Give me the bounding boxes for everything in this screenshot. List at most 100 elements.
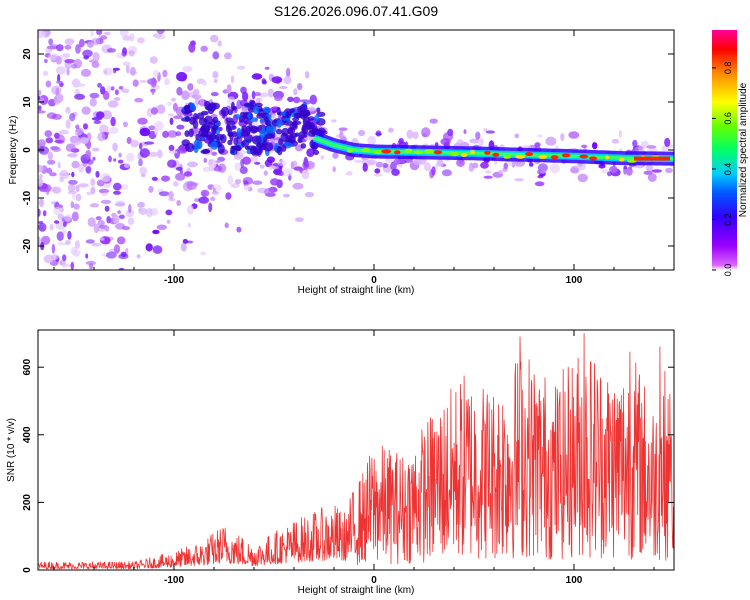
spectrogram-noise-blob	[571, 168, 579, 174]
spectrogram-band-blob	[185, 116, 190, 122]
spectrogram-noise-blob	[528, 162, 534, 167]
spectrogram-noise-blob	[353, 159, 364, 163]
spectrogram-noise-blob	[56, 80, 63, 84]
spectrogram-noise-blob	[65, 143, 76, 152]
spectrogram-noise-blob	[251, 90, 256, 100]
spectrogram-noise-blob	[70, 261, 75, 270]
spectrogram-noise-blob	[664, 137, 671, 147]
spectrogram-noise-blob	[51, 146, 62, 153]
spectrogram-noise-blob	[52, 186, 62, 194]
spectrogram-noise-blob	[180, 242, 187, 252]
spectrogram-noise-blob	[227, 175, 234, 185]
spectrogram-noise-blob	[114, 89, 119, 96]
spectrogram-band-blob	[278, 138, 284, 146]
spectrogram-noise-blob	[54, 220, 60, 224]
spectrogram-noise-blob	[46, 45, 58, 50]
spectrogram-noise-blob	[226, 84, 232, 94]
spectrogram-noise-blob	[146, 107, 153, 118]
spectrogram-ylabel: Frequency (Hz)	[8, 116, 19, 185]
spectrogram-band-blob	[238, 116, 245, 123]
spectrogram-ridge-peak	[525, 152, 534, 156]
spectrogram-band-blob	[292, 121, 298, 127]
spectrogram-noise-blob	[173, 115, 184, 120]
spectrogram-noise-blob	[238, 149, 246, 155]
spectrogram-noise-blob	[268, 165, 274, 170]
spectrogram-band-blob	[299, 103, 308, 113]
spectrogram-noise-blob	[57, 73, 61, 83]
spectrogram-ridge-peak	[550, 155, 559, 160]
spectrogram-ridge-peak	[618, 157, 625, 162]
spectrogram-noise-blob	[45, 137, 54, 144]
spectrogram-band-blob	[255, 102, 263, 108]
spectrogram-noise-blob	[165, 209, 173, 216]
spectrogram-ridge-peak	[373, 150, 383, 155]
spectrogram-noise-blob	[382, 162, 388, 168]
spectrogram-noise-blob	[157, 149, 163, 159]
spectrogram-noise-blob	[213, 165, 223, 172]
spectrogram-noise-blob	[192, 88, 200, 95]
spectrogram-band-blob	[226, 124, 231, 129]
spectrogram-noise-blob	[128, 50, 135, 57]
spectrogram-noise-blob	[102, 67, 113, 76]
spectrogram-noise-blob	[57, 213, 64, 220]
spectrogram-noise-blob	[577, 173, 588, 183]
spectrogram-noise-blob	[498, 169, 504, 175]
spectrogram-noise-blob	[108, 127, 119, 134]
spectrogram-noise-blob	[104, 225, 110, 232]
spectrogram-ridge-peak	[589, 156, 598, 161]
spectrogram-noise-blob	[122, 61, 131, 66]
spectrogram-noise-blob	[643, 170, 653, 175]
spectrogram-noise-blob	[75, 124, 80, 130]
spectrogram-noise-blob	[167, 130, 178, 138]
spectrogram-noise-blob	[485, 170, 492, 174]
spectrogram-noise-blob	[292, 182, 304, 190]
spectrogram-noise-blob	[218, 126, 223, 132]
spectrogram-noise-blob	[71, 80, 79, 85]
spectrogram-noise-blob	[56, 231, 64, 241]
spectrogram-noise-blob	[79, 137, 89, 145]
spectrogram-noise-blob	[112, 142, 118, 152]
spectrogram-noise-blob	[469, 138, 480, 144]
spectrogram-noise-blob	[47, 159, 56, 165]
spectrogram-band-blob	[202, 148, 211, 154]
spectrogram-band-blob	[208, 121, 213, 129]
spectrogram-noise-blob	[156, 224, 167, 230]
spectrogram-ridge-peak	[604, 155, 610, 160]
spectrogram-noise-blob	[181, 90, 190, 100]
spectrogram-noise-blob	[38, 30, 46, 38]
spectrogram-noise-blob	[601, 168, 609, 174]
colorbar-label: Normalized spectral amplitude	[738, 82, 749, 217]
spectrogram-band-blob	[297, 137, 303, 144]
spectrogram-noise-blob	[145, 243, 153, 252]
spectrogram-noise-blob	[91, 242, 102, 247]
spectrogram-ridge-peak	[538, 154, 548, 159]
spectrogram-noise-blob	[38, 105, 42, 111]
spectrogram-noise-blob	[117, 159, 124, 164]
spectrogram-band-blob	[240, 128, 246, 139]
spectrogram-noise-blob	[185, 240, 194, 244]
snr-xtick-label: 0	[371, 575, 377, 586]
spectrogram-noise-blob	[44, 130, 53, 138]
spectrogram-noise-blob	[146, 207, 153, 218]
colorbar: 0.0 0.2 0.4 0.6 0.8 Normalized spectral ampl…	[712, 30, 749, 276]
spectrogram-noise-blob	[67, 230, 72, 240]
spectrogram-noise-blob	[225, 192, 232, 200]
spectrogram-band-blob	[220, 134, 227, 144]
spectrogram-noise-blob	[514, 133, 520, 139]
spectrogram-noise-blob	[118, 267, 125, 270]
spectrogram-noise-blob	[54, 93, 64, 103]
spectrogram-band-blob	[287, 127, 296, 135]
spectrogram-band-blob	[212, 124, 219, 131]
spectrogram-noise-blob	[71, 63, 78, 69]
spectrogram-noise-blob	[63, 263, 72, 268]
spectrogram-noise-blob	[332, 166, 336, 173]
spectrogram-band-blob	[244, 102, 253, 108]
spectrogram-noise-blob	[117, 210, 121, 215]
spectrogram-noise-blob	[436, 159, 444, 167]
spectrogram-noise-blob	[345, 171, 353, 176]
spectrogram-noise-blob	[75, 193, 82, 202]
spectrogram-noise-blob	[122, 226, 131, 231]
spectrogram-noise-blob	[56, 44, 64, 52]
spectrogram-noise-blob	[58, 129, 69, 135]
spectrogram-noise-blob	[46, 167, 53, 174]
